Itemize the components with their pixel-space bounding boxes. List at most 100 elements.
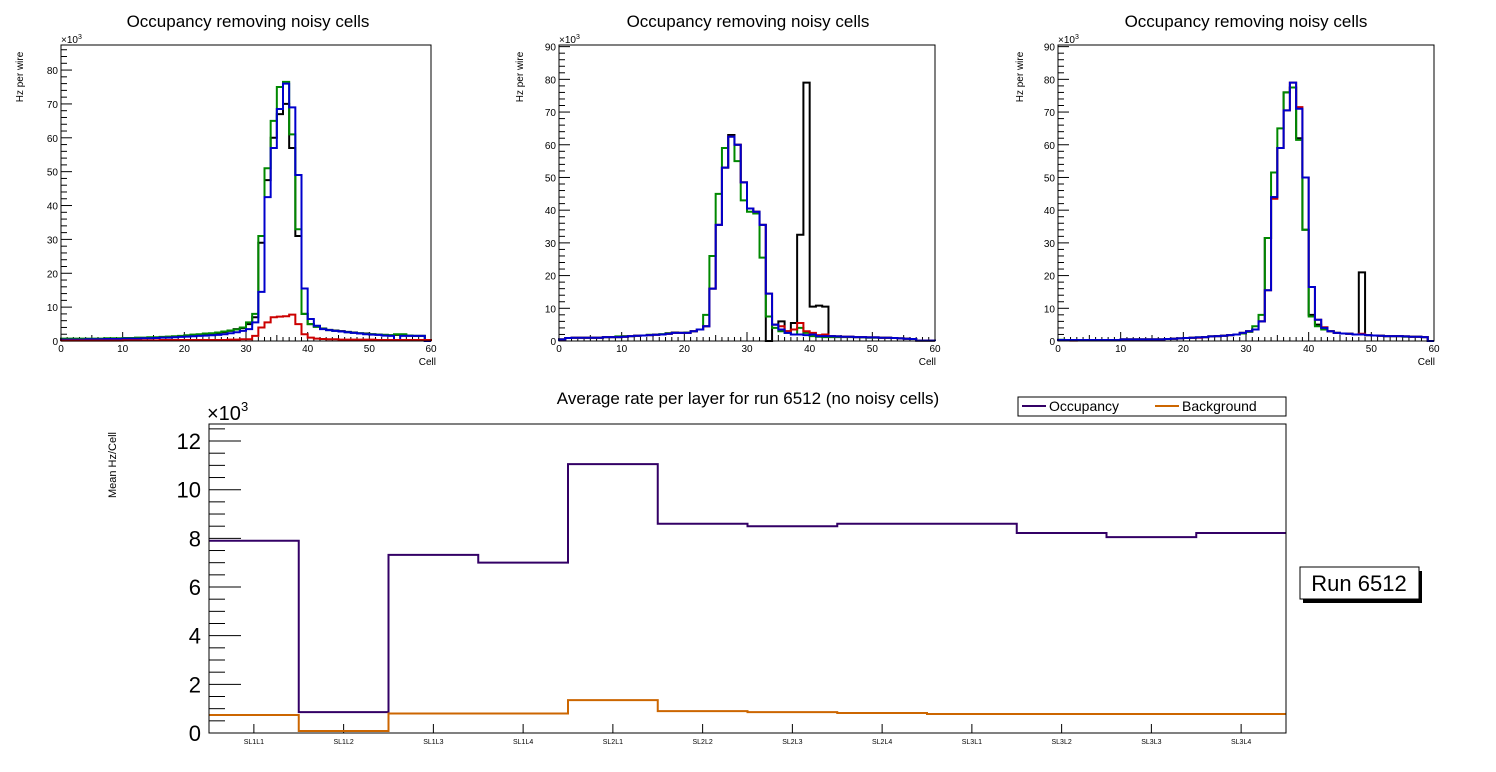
- x-tick-label: 60: [425, 344, 437, 355]
- x-tick-label: 60: [1428, 344, 1440, 355]
- layer-rate-series: [209, 463, 1286, 733]
- x-category-label: SL2L4: [872, 739, 892, 746]
- y-tick-label: 10: [177, 478, 201, 503]
- y-tick-label: 40: [1044, 206, 1056, 217]
- x-tick-label: 10: [117, 344, 129, 355]
- x-tick-label: 50: [364, 344, 376, 355]
- y-tick-label: 40: [47, 202, 59, 213]
- y-tick-label: 80: [47, 66, 59, 77]
- panel-3-ticks: 0 10 20 30 40 50 60 0 10 20 30 40 50 60 70 80 90: [1044, 43, 1440, 355]
- x-category-label: SL3L3: [1141, 739, 1161, 746]
- layer-rate-panel: Average rate per layer for run 6512 (no …: [107, 389, 1422, 746]
- panel-3-ylabel: Hz per wire: [1015, 51, 1026, 102]
- x-tick-label: 10: [616, 344, 628, 355]
- series-occupancy-line: [209, 463, 1286, 714]
- panel-2-title: Occupancy removing noisy cells: [627, 12, 870, 31]
- x-tick-label: 60: [929, 344, 941, 355]
- y-tick-label: 12: [177, 429, 201, 454]
- x-tick-label: 10: [1115, 344, 1127, 355]
- layer-rate-frame: [208, 423, 1287, 734]
- y-tick-label: 30: [47, 235, 59, 246]
- legend-box: [1017, 396, 1287, 417]
- x-tick-label: 20: [1178, 344, 1190, 355]
- y-tick-label: 30: [1044, 239, 1056, 250]
- y-tick-label: 30: [545, 239, 557, 250]
- legend-occupancy-label: Occupancy: [1049, 398, 1119, 414]
- series-red-line: [558, 135, 936, 342]
- y-tick-label: 4: [189, 624, 201, 649]
- x-tick-label: 40: [804, 344, 816, 355]
- series-black-line: [1057, 86, 1434, 342]
- x-category-label: SL2L1: [603, 739, 623, 746]
- series-green-line: [558, 135, 936, 342]
- histogram-panel-2: Occupancy removing noisy cells Hz per wi…: [515, 12, 941, 368]
- panel-1-xlabel: Cell: [419, 357, 436, 368]
- series-green-line: [1057, 86, 1434, 342]
- x-category-label: SL2L3: [782, 739, 802, 746]
- y-tick-label: 0: [189, 721, 201, 746]
- y-tick-label: 2: [189, 672, 201, 697]
- panel-1-multiplier: ×103: [61, 34, 82, 46]
- series-green-line: [60, 80, 431, 342]
- y-tick-label: 60: [545, 141, 557, 152]
- y-tick-label: 70: [1044, 108, 1056, 119]
- panel-2-series: [558, 81, 936, 342]
- panel-2-multiplier: ×103: [559, 34, 580, 46]
- y-tick-label: 50: [545, 173, 557, 184]
- x-tick-label: 0: [1055, 344, 1061, 355]
- series-blue-line: [558, 135, 936, 342]
- layer-rate-ticks: 0 2 4 6 8 10 12 SL1L1 SL1L2 SL1L3 SL1L4 SL2L1 SL2L2 S…: [177, 428, 1251, 746]
- run-label-frame: [1299, 566, 1420, 600]
- x-tick-label: 40: [302, 344, 314, 355]
- y-tick-label: 70: [47, 100, 59, 111]
- y-tick-label: 10: [1044, 304, 1056, 315]
- x-tick-label: 0: [58, 344, 64, 355]
- y-tick-label: 10: [47, 303, 59, 314]
- x-tick-label: 20: [179, 344, 191, 355]
- y-tick-label: 6: [189, 575, 201, 600]
- y-tick-label: 60: [1044, 141, 1056, 152]
- legend: Occupancy Background: [1017, 396, 1287, 417]
- y-tick-label: 0: [52, 337, 58, 348]
- y-tick-label: 20: [1044, 272, 1056, 283]
- x-tick-label: 0: [556, 344, 562, 355]
- panel-3-title: Occupancy removing noisy cells: [1125, 12, 1368, 31]
- x-tick-label: 30: [1240, 344, 1252, 355]
- x-category-label: SL1L2: [334, 739, 354, 746]
- panel-3-multiplier: ×103: [1058, 34, 1079, 46]
- y-tick-label: 90: [1044, 43, 1056, 54]
- y-tick-label: 90: [545, 43, 557, 54]
- series-blue-line: [1057, 81, 1434, 342]
- y-tick-label: 80: [1044, 75, 1056, 86]
- x-category-label: SL1L4: [513, 739, 533, 746]
- series-red-line: [1057, 81, 1434, 342]
- panel-3-frame: [1057, 44, 1435, 342]
- histogram-panel-1: Occupancy removing noisy cells Hz per wi…: [15, 12, 437, 368]
- x-category-label: SL2L2: [693, 739, 713, 746]
- panel-3-xlabel: Cell: [1418, 357, 1435, 368]
- x-tick-label: 20: [679, 344, 691, 355]
- panel-3-series: [1057, 81, 1434, 342]
- x-tick-label: 30: [741, 344, 753, 355]
- x-tick-label: 30: [240, 344, 252, 355]
- series-red-line: [60, 313, 432, 342]
- x-tick-label: 40: [1303, 344, 1315, 355]
- y-tick-label: 60: [47, 134, 59, 145]
- panel-1-ylabel: Hz per wire: [15, 51, 26, 102]
- y-tick-label: 8: [189, 526, 201, 551]
- x-category-label: SL3L1: [962, 739, 982, 746]
- layer-rate-ylabel: Mean Hz/Cell: [107, 432, 119, 498]
- panel-1-series: [60, 80, 432, 342]
- run-label-box: Run 6512: [1299, 566, 1422, 603]
- x-category-label: SL3L4: [1231, 739, 1251, 746]
- panel-1-title: Occupancy removing noisy cells: [127, 12, 370, 31]
- y-tick-label: 20: [545, 272, 557, 283]
- series-blue-line: [60, 82, 431, 342]
- histogram-panel-3: Occupancy removing noisy cells Hz per wi…: [1015, 12, 1440, 368]
- run-label-text: Run 6512: [1311, 571, 1406, 596]
- x-tick-label: 50: [1366, 344, 1378, 355]
- y-tick-label: 80: [545, 75, 557, 86]
- y-tick-label: 0: [550, 337, 556, 348]
- panel-2-ticks: 0 10 20 30 40 50 60 0 10 20 30 40 50 60 70 80 90: [545, 43, 941, 355]
